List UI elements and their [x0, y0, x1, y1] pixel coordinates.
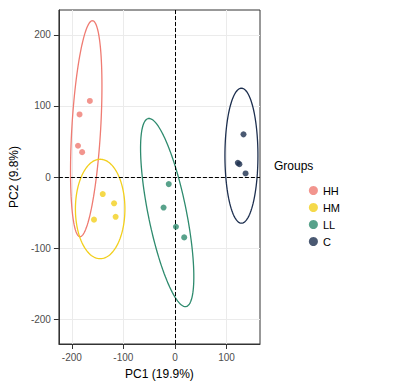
svg-text:200: 200 [34, 29, 51, 40]
svg-text:C: C [323, 236, 331, 248]
svg-text:-200: -200 [62, 352, 82, 363]
svg-text:PC1 (19.9%): PC1 (19.9%) [125, 367, 194, 381]
svg-text:100: 100 [218, 352, 235, 363]
svg-text:100: 100 [34, 100, 51, 111]
svg-text:-200: -200 [31, 314, 51, 325]
svg-text:LL: LL [323, 219, 335, 231]
svg-text:-100: -100 [31, 243, 51, 254]
svg-text:0: 0 [172, 352, 178, 363]
svg-text:-100: -100 [113, 352, 133, 363]
svg-text:Groups: Groups [274, 159, 313, 173]
svg-text:HH: HH [323, 185, 339, 197]
svg-text:PC2 (9.8%): PC2 (9.8%) [7, 146, 21, 208]
svg-text:0: 0 [45, 172, 51, 183]
svg-text:HM: HM [323, 202, 340, 214]
